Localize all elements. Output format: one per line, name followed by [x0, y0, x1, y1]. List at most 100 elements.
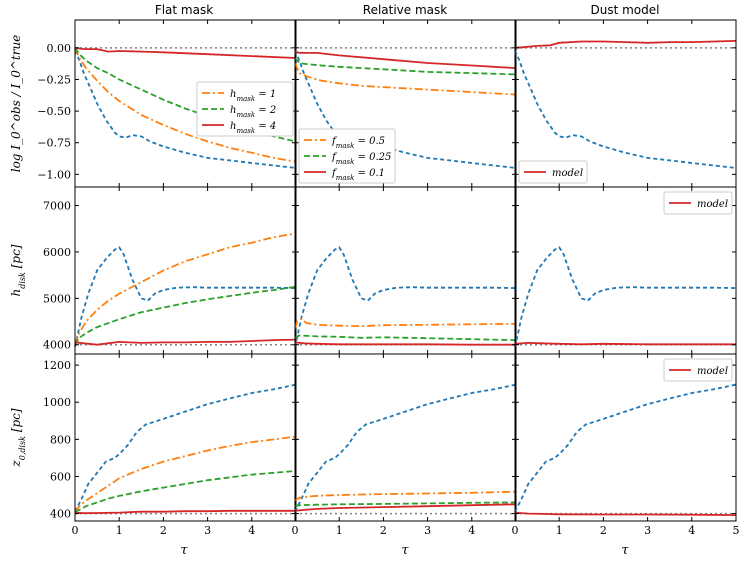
- x-tick-label: 1: [116, 524, 123, 537]
- legend-label: hmask = 2: [230, 105, 276, 119]
- series-line-red: [294, 503, 517, 512]
- x-tick-label: 4: [688, 524, 695, 537]
- y-tick-label: 1200: [43, 359, 71, 372]
- y-tick-label: 800: [50, 433, 71, 446]
- y-tick-label: −0.25: [37, 73, 71, 86]
- series-line-blue: [514, 383, 737, 513]
- x-axis-label-col3: τ: [621, 543, 629, 558]
- series-line-red: [74, 46, 297, 59]
- legend-4: model: [663, 358, 733, 382]
- x-tick-label: 3: [204, 524, 211, 537]
- series-line-blue: [514, 246, 737, 348]
- y-axis-label-row2: hdisk [pc]: [9, 244, 27, 296]
- series-line-orange: [74, 232, 297, 346]
- legend-label: hmask = 4: [230, 121, 276, 135]
- series-line-red: [294, 50, 517, 69]
- legend-box: [196, 81, 294, 137]
- y-tick-label: 400: [50, 508, 71, 521]
- x-tick-label: 4: [468, 524, 475, 537]
- series-line-green: [294, 334, 517, 341]
- panel-r2-c0: 400 600 800 1000 1200 0 1 2 3 4: [43, 353, 297, 537]
- series-line-red: [74, 338, 297, 346]
- x-tick-label: 3: [644, 524, 651, 537]
- legend-2: model: [518, 160, 588, 184]
- series-line-orange: [74, 47, 297, 163]
- legend-label: model: [697, 199, 728, 210]
- series-line-blue: [294, 50, 517, 169]
- panel-r1-c1: [294, 186, 517, 355]
- legend-0: hmask = 1 hmask = 2 hmask = 4: [196, 81, 294, 137]
- x-tick-label: 1: [556, 524, 563, 537]
- x-tick-label: 4: [248, 524, 255, 537]
- y-tick-label: 5000: [43, 292, 71, 305]
- column-title-flat-mask: Flat mask: [155, 3, 213, 17]
- series-line-blue: [74, 50, 297, 169]
- legend-box: [518, 160, 588, 184]
- series-line-green: [294, 501, 517, 508]
- panel-r1-c0: 4000 5000 6000 7000: [43, 186, 297, 355]
- x-tick-label: 3: [424, 524, 431, 537]
- y-tick-label: −0.50: [37, 105, 71, 118]
- panel-r2-c1: 0 1 2 3 4: [292, 353, 517, 537]
- series-line-red: [514, 40, 737, 49]
- y-tick-label: −1.00: [37, 168, 71, 181]
- x-tick-label: 2: [160, 524, 167, 537]
- x-tick-label: 1: [336, 524, 343, 537]
- y-tick-label: 7000: [43, 200, 71, 213]
- y-axis-label-row1: log I_0^obs / I_0^true: [9, 35, 23, 173]
- series-line-orange: [294, 62, 517, 96]
- x-tick-label: 0: [72, 524, 79, 537]
- x-tick-label: 2: [380, 524, 387, 537]
- legend-label: model: [552, 168, 583, 179]
- y-tick-label: −0.75: [37, 137, 71, 150]
- legend-box: [663, 358, 733, 382]
- panel-frame: [74, 186, 297, 355]
- legend-label: model: [697, 366, 728, 377]
- series-line-red: [294, 341, 516, 346]
- legend-3: model: [663, 191, 733, 215]
- legend-label: fmask = 0.1: [331, 168, 385, 182]
- legend-label: fmask = 0.5: [331, 136, 385, 150]
- y-axis-label-row3: z0,disk [pc]: [9, 408, 27, 467]
- series-line-orange: [294, 490, 517, 502]
- y-tick-label: 4000: [43, 339, 71, 352]
- series-line-blue: [74, 246, 297, 348]
- x-axis-label-col2: τ: [401, 543, 409, 558]
- series-line-blue: [514, 50, 737, 169]
- series-line-red: [514, 341, 736, 346]
- y-tick-label: 6000: [43, 246, 71, 259]
- panel-frame: [514, 353, 737, 522]
- y-tick-label: 0.00: [47, 42, 72, 55]
- series-line-red: [74, 509, 296, 515]
- column-title-relative-mask: Relative mask: [363, 3, 448, 17]
- x-tick-label: 2: [600, 524, 607, 537]
- legend-box: [298, 128, 396, 184]
- legend-box: [663, 191, 733, 215]
- panel-r0-c0: 0.00 −0.25 −0.50 −0.75 −1.00: [37, 19, 297, 188]
- series-line-orange: [74, 435, 297, 513]
- legend-label: fmask = 0.25: [331, 152, 391, 166]
- x-axis-label-col1: τ: [180, 543, 188, 558]
- column-title-dust-model: Dust model: [591, 3, 660, 17]
- series-line-green: [74, 470, 297, 513]
- series-line-green: [294, 57, 517, 76]
- series-line-blue: [294, 246, 517, 348]
- x-tick-label: 5: [733, 524, 740, 537]
- y-tick-label: 1000: [43, 396, 71, 409]
- series-line-blue: [74, 383, 297, 513]
- x-tick-label: 0: [292, 524, 299, 537]
- x-tick-label: 0: [512, 524, 519, 537]
- legend-1: fmask = 0.5 fmask = 0.25 fmask = 0.1: [298, 128, 396, 184]
- y-tick-label: 600: [50, 470, 71, 483]
- series-line-green: [74, 285, 297, 346]
- series-line-blue: [294, 383, 517, 513]
- series-line-red: [514, 511, 737, 516]
- panel-frame: [74, 353, 297, 522]
- panel-frame: [294, 186, 517, 355]
- series-line-orange: [294, 317, 517, 329]
- panel-r2-c2: 0 1 2 3 4 5: [512, 353, 740, 537]
- panel-r0-c1: [294, 19, 517, 188]
- legend-label: hmask = 1: [230, 89, 276, 103]
- panel-frame: [294, 353, 517, 522]
